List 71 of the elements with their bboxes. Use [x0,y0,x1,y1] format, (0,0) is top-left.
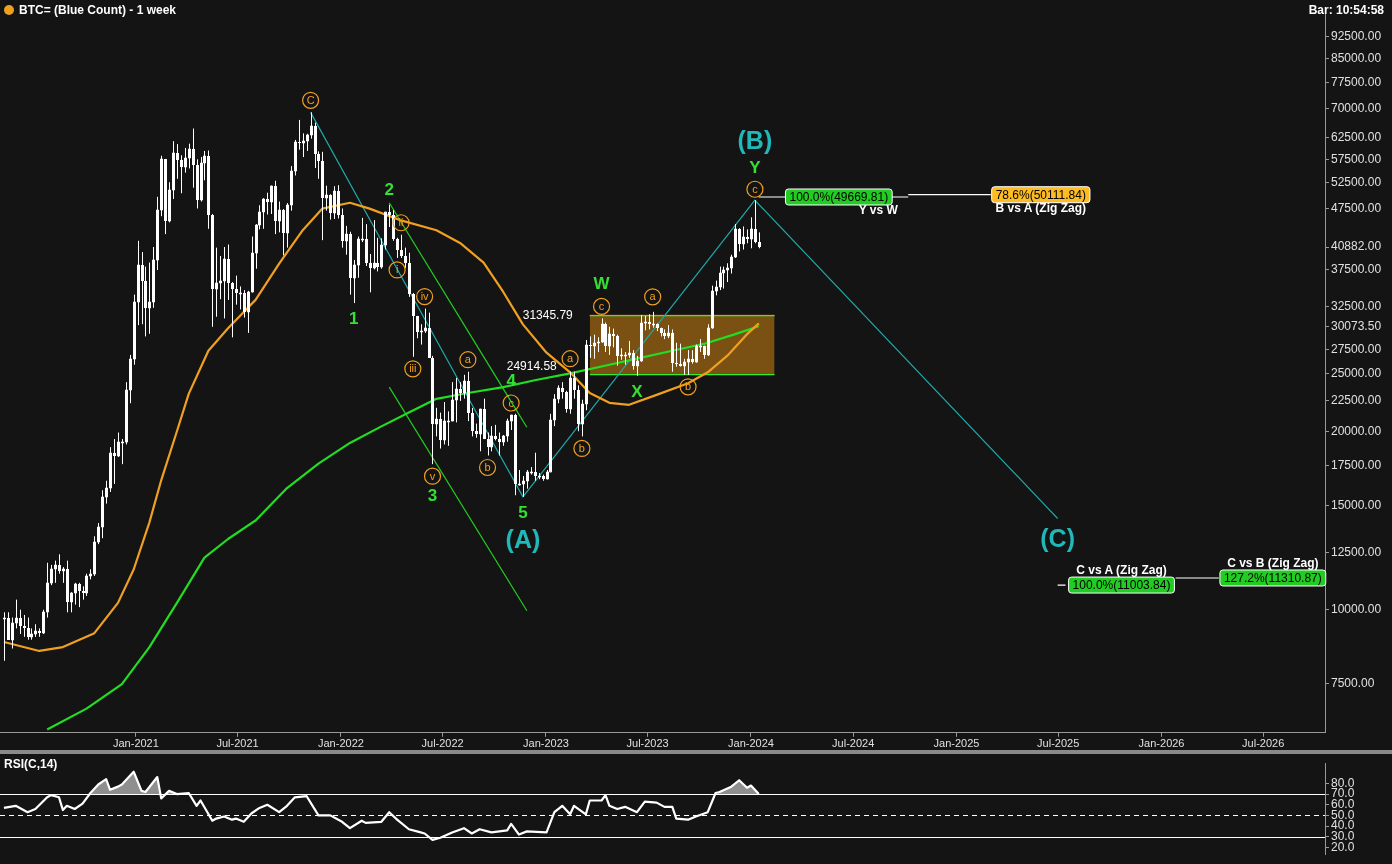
y-tick-label: 17500.00 [1331,457,1382,472]
y-tick-label: 32500.00 [1331,298,1382,313]
x-tick-label: Jan-2026 [1138,737,1185,750]
annotation: (A) [505,524,541,553]
y-tick-label: 70000.00 [1331,100,1382,115]
y-tick-label: 12500.00 [1331,544,1382,559]
annotation: c [598,299,605,312]
y-tick-label: 7500.00 [1331,676,1375,691]
x-tick-label: Jul-2023 [626,737,669,750]
annotation: a [567,352,575,365]
annotation: c [508,396,515,409]
x-tick-label: Jul-2024 [832,737,875,750]
annotation: Y vs W [858,203,899,218]
annotation: b [578,441,585,454]
y-tick-label: 20000.00 [1331,423,1382,438]
annotation: Bar: 10:54:58 [1308,3,1384,17]
annotation: a [464,353,472,366]
y-tick-label: 47500.00 [1331,200,1382,215]
annotation: C vs A (Zig Zag) [1076,563,1167,578]
annotation: 24914.58 [506,358,558,373]
annotation: (B) [737,126,773,155]
y-tick-label: 57500.00 [1331,151,1382,166]
annotation: 1 [349,308,359,328]
annotation: 100.0%(11003.84) [1072,577,1171,592]
y-tick-label: 15000.00 [1331,497,1382,512]
x-tick-label: Jan-2022 [318,737,364,750]
annotation: 4 [506,370,517,390]
y-tick-label: 22500.00 [1331,393,1382,408]
y-tick-label: 37500.00 [1331,261,1382,276]
chart-title: BTC= (Blue Count) - 1 week [19,3,177,17]
annotation: X [631,381,644,401]
y-tick-label: 62500.00 [1331,130,1382,145]
x-tick-label: Jul-2026 [1242,737,1285,750]
annotation: a [649,290,657,303]
x-tick-label: Jul-2022 [421,737,464,750]
annotation: c [752,182,759,195]
annotation: 100.0%(49669.81) [789,189,889,204]
annotation: 2 [384,180,394,200]
annotation: iii [409,362,417,375]
annotation: 127.2%(11310.87) [1223,570,1322,585]
y-tick-label: 85000.00 [1331,50,1382,65]
annotation: 78.6%(50111.84) [995,187,1086,202]
x-tick-label: Jan-2025 [933,737,980,750]
annotation: v [429,469,436,482]
y-tick-label: 40882.00 [1331,239,1382,254]
y-tick-label: 20.0 [1331,839,1355,854]
annotation: B vs A (Zig Zag) [995,201,1087,216]
annotation: C vs B (Zig Zag) [1227,556,1319,571]
annotation: W [593,274,611,294]
annotation: Y [749,157,762,177]
y-tick-label: 10000.00 [1331,602,1382,617]
annotation: (C) [1040,524,1075,553]
x-tick-label: Jan-2021 [112,737,159,750]
y-tick-label: 52500.00 [1331,175,1382,190]
x-tick-label: Jan-2024 [728,737,774,750]
annotation: i [395,263,399,276]
annotation: 5 [518,502,528,522]
x-tick-label: Jul-2021 [216,737,259,750]
annotation: 31345.79 [522,307,574,322]
y-tick-label: 77500.00 [1331,74,1382,89]
y-tick-label: 25000.00 [1331,366,1382,381]
y-tick-label: 30073.50 [1331,318,1382,333]
x-tick-label: Jul-2025 [1037,737,1080,750]
annotation: b [484,461,491,474]
annotation: iv [420,290,430,303]
annotation: C [306,93,315,106]
annotation: 3 [427,485,438,505]
y-tick-label: 92500.00 [1331,29,1382,44]
chart-title: RSI(C,14) [4,757,58,771]
x-tick-label: Jan-2023 [523,737,569,750]
y-tick-label: 27500.00 [1331,341,1382,356]
